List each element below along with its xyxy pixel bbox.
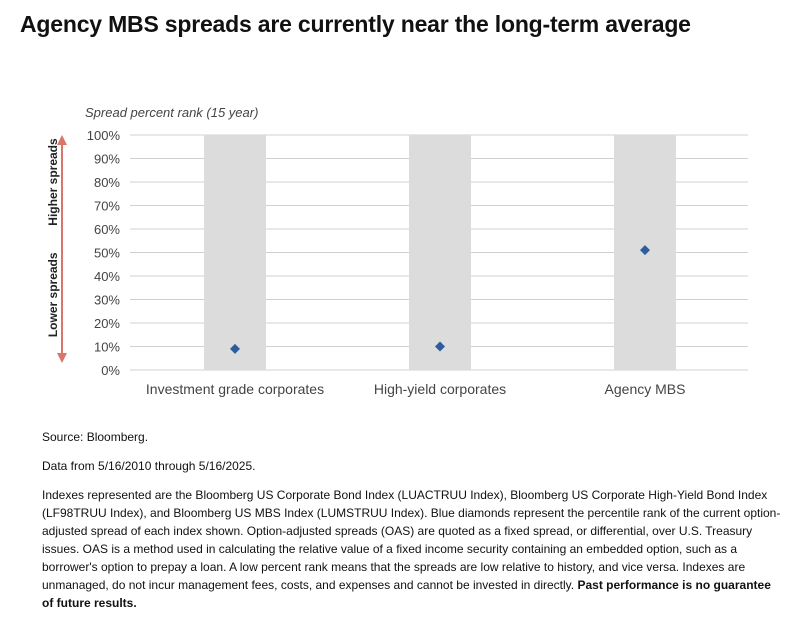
y-tick-label: 60% (94, 222, 120, 237)
y-tick-label: 30% (94, 293, 120, 308)
data-range-text: Data from 5/16/2010 through 5/16/2025. (42, 459, 256, 473)
y-tick-label: 90% (94, 152, 120, 167)
x-axis-labels: Investment grade corporates High-yield co… (146, 381, 686, 397)
arrow-label-lower: Lower spreads (46, 252, 60, 337)
chart-svg: Spread percent rank (15 year) 0% 10% 20% 30… (46, 105, 748, 397)
marker-diamond (640, 245, 650, 256)
range-bar (409, 135, 471, 370)
chart-area: Spread percent rank (15 year) 0% 10% 20% 30… (40, 95, 780, 410)
y-tick-label: 50% (94, 246, 120, 261)
marker-diamond (230, 343, 240, 354)
y-tick-label: 40% (94, 269, 120, 284)
range-bar (204, 135, 266, 370)
range-bars (204, 135, 676, 370)
arrow-head-up (57, 135, 67, 145)
description-text: Indexes represented are the Bloomberg US… (42, 488, 781, 592)
y-tick-label: 20% (94, 316, 120, 331)
chart-subtitle: Spread percent rank (15 year) (85, 105, 258, 120)
x-category-label: Agency MBS (605, 381, 686, 397)
disclaimer-text: Past performance is no guarantee of futu… (42, 578, 771, 610)
data-range-note: Data from 5/16/2010 through 5/16/2025. (42, 457, 784, 475)
spread-arrow: Higher spreads Lower spreads (46, 135, 67, 363)
y-tick-label: 80% (94, 175, 120, 190)
arrow-label-higher: Higher spreads (46, 138, 60, 226)
y-tick-label: 70% (94, 199, 120, 214)
y-tick-label: 10% (94, 340, 120, 355)
x-category-label: High-yield corporates (374, 381, 506, 397)
y-tick-label: 0% (101, 363, 120, 378)
footnotes: Source: Bloomberg. Data from 5/16/2010 t… (42, 428, 784, 623)
arrow-head-down (57, 352, 67, 363)
y-axis-ticks: 0% 10% 20% 30% 40% 50% 60% 70% 80% 90% 100% (87, 128, 121, 378)
chart-title: Agency MBS spreads are currently near th… (20, 11, 691, 37)
marker-diamond (435, 341, 445, 352)
markers (230, 245, 650, 354)
x-category-label: Investment grade corporates (146, 381, 324, 397)
source-note: Source: Bloomberg. (42, 430, 149, 444)
y-tick-label: 100% (87, 128, 121, 143)
description-note: Indexes represented are the Bloomberg US… (42, 486, 784, 612)
